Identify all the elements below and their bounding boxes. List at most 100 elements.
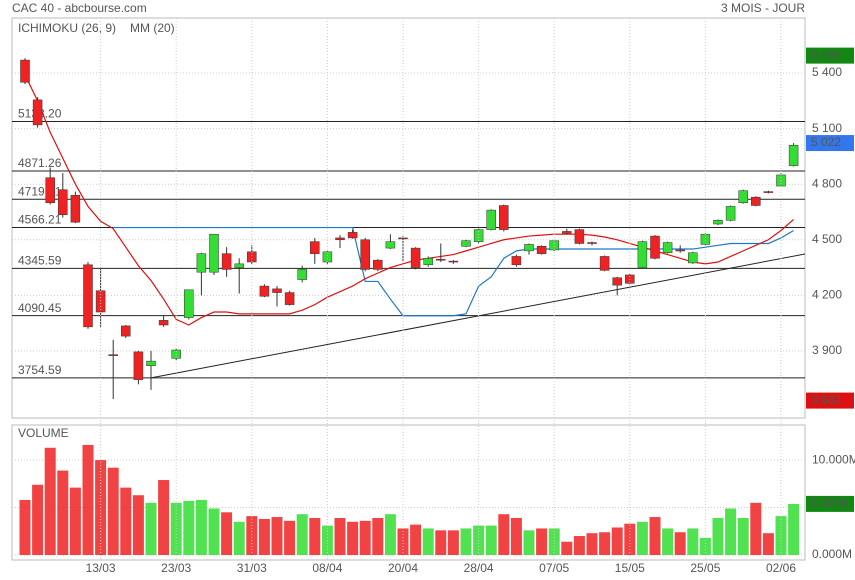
candle-body	[587, 242, 597, 244]
volume-bar	[737, 517, 749, 555]
candle-body	[221, 253, 232, 270]
candle-body	[599, 256, 610, 271]
legend-entry: ICHIMOKU (26, 9)	[18, 21, 116, 35]
candle-body	[58, 189, 68, 216]
candle-body	[347, 232, 358, 239]
candle-body	[499, 205, 509, 230]
volume-bar	[611, 527, 623, 555]
candle-body	[473, 229, 484, 242]
volume-bar	[397, 528, 409, 555]
candle-body	[284, 292, 295, 305]
volume-bar	[750, 502, 762, 555]
candle-body	[574, 229, 585, 244]
volume-bar	[145, 502, 157, 555]
candle-body	[272, 288, 282, 293]
level-label: 4566.21	[18, 213, 62, 227]
volume-bar	[69, 487, 81, 555]
y-tick-label: 10.000M	[812, 452, 855, 466]
volume-bar	[687, 528, 699, 555]
level-label: 4090.45	[18, 301, 62, 315]
candle-body	[95, 290, 106, 313]
candle-body	[700, 233, 711, 245]
volume-bar	[599, 532, 611, 555]
y-tick-label: 5 400	[812, 65, 842, 79]
volume-bar	[57, 470, 69, 555]
price-marker-label: 5 494	[811, 48, 841, 62]
volume-bar	[158, 480, 170, 555]
candle-body	[373, 259, 383, 270]
volume-bar	[636, 521, 648, 555]
candle-body	[108, 354, 118, 356]
volume-bar	[536, 528, 548, 555]
x-tick-label: 13/03	[86, 561, 116, 575]
volume-bar	[674, 532, 686, 555]
volume-bar	[573, 536, 585, 555]
volume-bar	[775, 516, 787, 555]
volume-bar	[649, 517, 661, 555]
volume-bar	[284, 520, 296, 555]
candle-body	[121, 325, 131, 337]
x-tick-label: 28/04	[464, 561, 494, 575]
candle-body	[436, 258, 446, 261]
y-tick-label: 4 200	[812, 288, 842, 302]
candle-body	[83, 264, 93, 328]
volume-bar	[485, 525, 497, 555]
candle-body	[461, 240, 471, 247]
candle-body	[310, 241, 320, 254]
volume-bar	[183, 500, 195, 555]
panel-title: VOLUME	[18, 426, 69, 440]
level-label: 4719.01	[18, 184, 62, 198]
x-tick-label: 20/04	[388, 561, 418, 575]
volume-bar	[82, 444, 94, 555]
candle-body	[675, 249, 685, 252]
volume-bar	[422, 528, 434, 555]
volume-bar	[498, 514, 510, 555]
x-tick-label: 08/04	[312, 561, 342, 575]
price-marker-label: 5 022	[811, 135, 841, 149]
candle-body	[763, 191, 774, 193]
title: CAC 40 - abcbourse.com	[12, 1, 147, 15]
price-marker	[806, 47, 854, 64]
price-marker	[806, 495, 854, 512]
volume-bar	[510, 517, 522, 555]
volume-bar	[107, 467, 119, 555]
candle-body	[650, 235, 660, 259]
price-marker	[806, 135, 854, 152]
price-panel	[11, 17, 806, 419]
candle-body	[385, 241, 396, 249]
candle-body	[209, 233, 219, 273]
candle-body	[32, 99, 43, 126]
volume-bar	[44, 447, 56, 555]
level-label: 4871.26	[18, 156, 62, 170]
y-tick-label: 4 800	[812, 176, 842, 190]
volume-bar	[725, 508, 737, 555]
volume-panel	[11, 424, 806, 561]
volume-bar	[309, 517, 321, 555]
volume-bar	[523, 530, 535, 555]
candle-body	[511, 256, 522, 266]
y-tick-label: 3 900	[812, 343, 842, 357]
volume-bar	[548, 528, 560, 555]
volume-bar	[195, 499, 207, 555]
candle-body	[612, 277, 622, 286]
candle-body	[486, 209, 496, 230]
volume-bar	[258, 518, 270, 555]
volume-bar	[19, 499, 31, 555]
volume-bar	[384, 514, 396, 555]
volume-bar	[32, 484, 44, 555]
candle-body	[688, 252, 698, 264]
volume-bar	[586, 533, 598, 555]
x-tick-label: 07/05	[539, 561, 569, 575]
volume-bar	[788, 503, 800, 555]
candle-body	[247, 251, 257, 263]
candle-body	[259, 285, 270, 297]
volume-bar	[624, 523, 636, 555]
volume-bar	[410, 524, 422, 555]
volume-bar	[208, 508, 220, 555]
x-tick-label: 02/06	[766, 561, 796, 575]
candle-body	[713, 220, 723, 225]
candle-body	[662, 242, 673, 253]
candle-body	[146, 360, 156, 367]
x-tick-label: 15/05	[615, 561, 645, 575]
candle-body	[45, 177, 55, 203]
